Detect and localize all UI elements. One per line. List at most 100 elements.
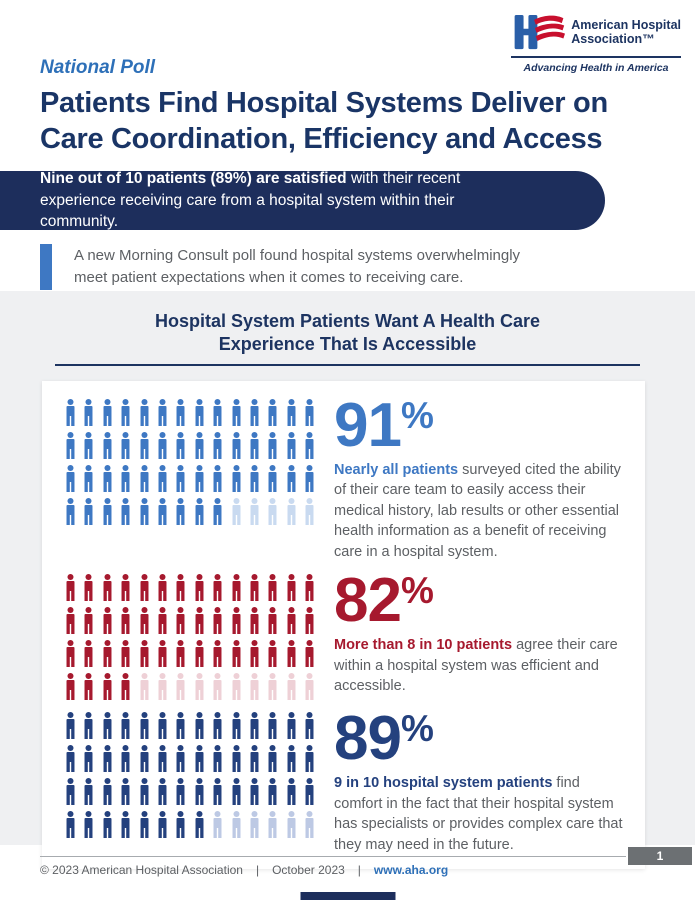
person-icon bbox=[84, 673, 93, 701]
person-icon bbox=[305, 464, 314, 492]
section-title-line1: Hospital System Patients Want A Health C… bbox=[154, 311, 541, 331]
person-icon bbox=[195, 712, 204, 740]
key-finding-bold: Nine out of 10 patients (89%) are satisf… bbox=[40, 170, 347, 188]
person-icon bbox=[213, 778, 222, 806]
stat-row-89: 89% 9 in 10 hospital system patients fin… bbox=[64, 708, 629, 855]
person-icon bbox=[195, 497, 204, 525]
pictogram-82-percent bbox=[64, 574, 322, 701]
person-icon bbox=[250, 398, 259, 426]
person-icon bbox=[287, 811, 296, 839]
stat-lead: More than 8 in 10 patients bbox=[334, 637, 513, 654]
person-icon bbox=[158, 712, 167, 740]
person-icon bbox=[232, 640, 241, 668]
person-icon bbox=[232, 712, 241, 740]
stat-text-82: 82% More than 8 in 10 patients agree the… bbox=[322, 570, 629, 696]
person-icon bbox=[213, 712, 222, 740]
person-icon bbox=[84, 745, 93, 773]
stat-lead: Nearly all patients bbox=[334, 461, 459, 478]
person-icon bbox=[103, 464, 112, 492]
person-icon bbox=[250, 497, 259, 525]
person-icon bbox=[121, 673, 130, 701]
stat-text-91: 91% Nearly all patients surveyed cited t… bbox=[322, 394, 629, 563]
pictogram-89-percent bbox=[64, 712, 322, 839]
person-icon bbox=[213, 811, 222, 839]
person-icon bbox=[176, 778, 185, 806]
person-icon bbox=[232, 398, 241, 426]
person-icon bbox=[287, 712, 296, 740]
person-icon bbox=[140, 712, 149, 740]
person-icon bbox=[140, 811, 149, 839]
person-icon bbox=[213, 745, 222, 773]
person-icon bbox=[66, 778, 75, 806]
person-icon bbox=[250, 811, 259, 839]
person-icon bbox=[140, 778, 149, 806]
stats-section: Hospital System Patients Want A Health C… bbox=[0, 291, 695, 870]
person-icon bbox=[140, 673, 149, 701]
footer: © 2023 American Hospital Association | O… bbox=[40, 863, 448, 877]
person-icon bbox=[232, 464, 241, 492]
person-icon bbox=[232, 574, 241, 602]
person-icon bbox=[66, 712, 75, 740]
stat-row-82: 82% More than 8 in 10 patients agree the… bbox=[64, 570, 629, 701]
person-icon bbox=[84, 607, 93, 635]
person-icon bbox=[232, 778, 241, 806]
aha-website-link[interactable]: www.aha.org bbox=[373, 863, 449, 877]
person-icon bbox=[195, 673, 204, 701]
person-icon bbox=[176, 673, 185, 701]
person-icon bbox=[176, 497, 185, 525]
person-icon bbox=[250, 607, 259, 635]
person-icon bbox=[287, 640, 296, 668]
person-icon bbox=[121, 607, 130, 635]
person-icon bbox=[158, 607, 167, 635]
person-icon bbox=[232, 607, 241, 635]
person-icon bbox=[176, 811, 185, 839]
aha-logo: American Hospital Association™ Advancing… bbox=[511, 12, 681, 74]
person-icon bbox=[158, 778, 167, 806]
section-title-line2: Experience That Is Accessible bbox=[218, 334, 477, 355]
person-icon bbox=[305, 745, 314, 773]
person-icon bbox=[287, 673, 296, 701]
footer-date: October 2023 bbox=[272, 863, 345, 877]
person-icon bbox=[213, 398, 222, 426]
kicker-national-poll: National Poll bbox=[40, 57, 156, 78]
person-icon bbox=[103, 574, 112, 602]
person-icon bbox=[66, 497, 75, 525]
person-icon bbox=[158, 497, 167, 525]
person-icon bbox=[66, 398, 75, 426]
person-icon bbox=[250, 464, 259, 492]
person-icon bbox=[103, 640, 112, 668]
person-icon bbox=[305, 778, 314, 806]
person-icon bbox=[84, 398, 93, 426]
person-icon bbox=[140, 464, 149, 492]
person-icon bbox=[66, 811, 75, 839]
person-icon bbox=[305, 398, 314, 426]
person-icon bbox=[195, 398, 204, 426]
person-icon bbox=[195, 745, 204, 773]
percent-sign: % bbox=[400, 708, 434, 750]
stat-lead: 9 in 10 hospital system patients bbox=[334, 775, 553, 792]
person-icon bbox=[287, 778, 296, 806]
person-icon bbox=[121, 811, 130, 839]
quote-accent-bar bbox=[40, 244, 52, 290]
quote-text: A new Morning Consult poll found hospita… bbox=[74, 245, 520, 289]
person-icon bbox=[140, 640, 149, 668]
person-icon bbox=[268, 712, 277, 740]
person-icon bbox=[103, 398, 112, 426]
person-icon bbox=[305, 607, 314, 635]
stat-rest: surveyed cited the ability of their care… bbox=[334, 461, 621, 560]
person-icon bbox=[176, 712, 185, 740]
key-finding-banner: Nine out of 10 patients (89%) are satisf… bbox=[0, 170, 605, 230]
person-icon bbox=[140, 398, 149, 426]
percent-sign: % bbox=[400, 394, 434, 436]
person-icon bbox=[158, 673, 167, 701]
person-icon bbox=[158, 640, 167, 668]
person-icon bbox=[158, 464, 167, 492]
person-icon bbox=[84, 778, 93, 806]
person-icon bbox=[250, 778, 259, 806]
person-icon bbox=[250, 574, 259, 602]
person-icon bbox=[305, 712, 314, 740]
person-icon bbox=[176, 607, 185, 635]
person-icon bbox=[121, 464, 130, 492]
person-icon bbox=[250, 712, 259, 740]
person-icon bbox=[232, 497, 241, 525]
